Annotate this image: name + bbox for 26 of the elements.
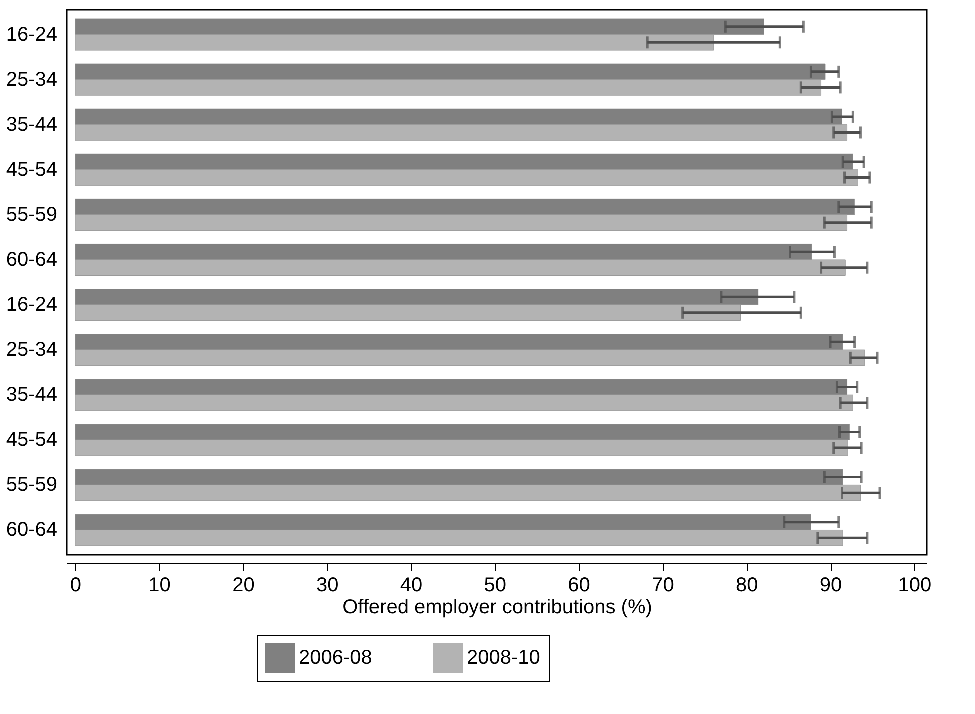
x-tick-label: 80: [736, 574, 758, 596]
legend-label: 2006-08: [299, 647, 372, 669]
y-tick-label: 16-24: [6, 294, 58, 316]
y-tick-label: 45-54: [6, 429, 58, 452]
legend-label: 2008-10: [467, 647, 540, 669]
x-tick-label: 60: [568, 574, 590, 596]
x-tick-label: 20: [232, 574, 255, 596]
x-tick-label: 40: [400, 574, 423, 596]
x-tick-label: 0: [70, 574, 82, 596]
x-tick-label: 10: [148, 574, 171, 596]
y-tick-label: 25-34: [6, 339, 58, 362]
y-tick-label: 55-59: [6, 204, 58, 226]
y-tick-label: 45-54: [6, 158, 58, 181]
x-axis-title: Offered employer contributions (%): [342, 596, 652, 618]
y-tick-label: 16-24: [6, 24, 58, 46]
x-tick-label: 30: [316, 574, 339, 596]
x-tick-label: 70: [652, 574, 674, 596]
x-tick-label: 50: [484, 574, 507, 596]
y-tick-label: 35-44: [6, 114, 58, 136]
y-tick-label: 55-59: [6, 474, 58, 496]
x-tick-label: 100: [898, 574, 932, 596]
y-tick-label: 60-64: [6, 248, 58, 271]
y-tick-label: 35-44: [6, 384, 58, 406]
x-tick-label: 90: [820, 574, 842, 596]
y-tick-label: 25-34: [6, 68, 58, 91]
y-tick-label: 60-64: [6, 519, 58, 542]
